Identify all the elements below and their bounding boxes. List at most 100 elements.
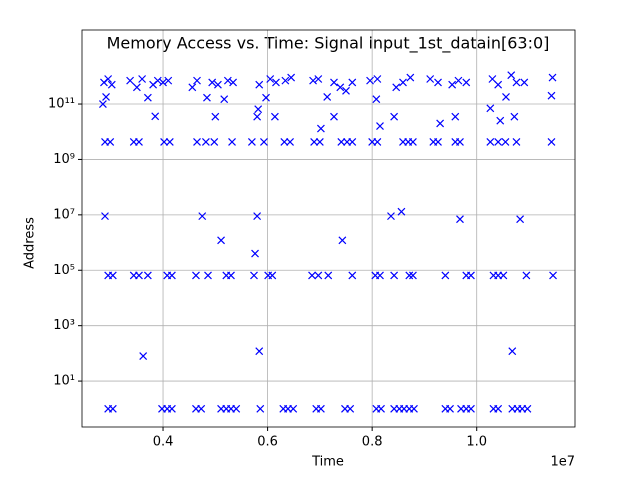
scatter-point	[260, 137, 268, 146]
y-tick-label: 10⁷	[53, 207, 75, 222]
scatter-point	[159, 78, 167, 87]
scatter-point	[512, 137, 521, 146]
scatter-point	[342, 86, 350, 95]
scatter-point	[251, 249, 259, 258]
scatter-point	[203, 93, 211, 102]
scatter-point	[227, 271, 235, 280]
scatter-point	[316, 404, 325, 413]
scatter-point	[255, 347, 264, 356]
scatter-point	[197, 404, 206, 413]
scatter-point	[255, 80, 264, 89]
scatter-point	[547, 137, 556, 146]
scatter-point	[143, 93, 152, 102]
scatter-point	[373, 75, 382, 83]
scatter-point	[256, 404, 265, 413]
scatter-point	[153, 76, 162, 85]
y-tick-label: 10¹¹	[48, 97, 75, 112]
scatter-point	[406, 73, 415, 82]
scatter-point	[232, 404, 241, 413]
scatter-point	[366, 76, 374, 85]
x-tick-label: 1.0	[466, 435, 487, 450]
scatter-point	[204, 271, 212, 280]
scatter-point	[372, 95, 381, 104]
scatter-point	[392, 83, 401, 92]
scatter-point	[254, 105, 263, 114]
scatter-point	[496, 116, 505, 125]
scatter-point	[138, 75, 147, 83]
scatter-point	[160, 137, 169, 146]
scatter-point	[201, 137, 210, 146]
scatter-point	[373, 137, 382, 146]
scatter-point	[409, 137, 417, 146]
scatter-point	[139, 352, 148, 360]
scatter-point	[193, 76, 201, 85]
scatter-point	[434, 78, 442, 87]
scatter-point	[309, 76, 318, 85]
scatter-point	[494, 404, 503, 413]
scatter-point	[143, 271, 152, 280]
scatter-point	[522, 271, 531, 280]
scatter-point	[214, 80, 222, 89]
scatter-point	[323, 93, 332, 101]
scatter-point	[336, 83, 345, 92]
scatter-point	[102, 93, 110, 101]
scatter-point	[508, 347, 517, 356]
scatter-point	[107, 80, 116, 89]
scatter-point	[310, 137, 319, 146]
scatter-point	[167, 404, 176, 413]
scatter-point	[126, 76, 135, 85]
scatter-point	[268, 271, 277, 280]
scatter-point	[167, 271, 176, 280]
scatter-point	[494, 137, 503, 146]
scatter-point	[228, 137, 236, 146]
scatter-point	[98, 100, 107, 108]
scatter-point	[253, 212, 262, 221]
scatter-point	[399, 78, 407, 87]
scatter-point	[104, 75, 113, 83]
scatter-point	[512, 78, 521, 87]
scatter-point	[390, 271, 399, 280]
scatter-point	[220, 95, 229, 104]
scatter-point	[410, 404, 418, 413]
x-tick-label: 0.6	[257, 435, 278, 450]
scatter-point	[501, 137, 510, 146]
scatter-point	[338, 236, 347, 245]
scatter-point	[377, 404, 385, 413]
scatter-point	[451, 112, 460, 121]
x-tick-label: 0.8	[362, 435, 383, 450]
scatter-point	[253, 112, 262, 121]
scatter-point	[198, 212, 207, 221]
scatter-point	[467, 271, 475, 280]
scatter-point	[494, 80, 503, 89]
y-tick-label: 10⁵	[53, 263, 75, 278]
scatter-point	[448, 80, 457, 89]
y-tick-label: 10¹	[53, 374, 75, 389]
scatter-point	[217, 236, 225, 245]
scatter-point	[507, 71, 516, 80]
scatter-point	[324, 271, 333, 280]
scatter-point	[348, 137, 357, 146]
scatter-point	[210, 137, 219, 146]
scatter-point	[436, 119, 445, 128]
scatter-point	[502, 93, 510, 101]
scatter-point	[193, 137, 201, 146]
scatter-point	[397, 207, 406, 216]
x-tick-label: 0.4	[153, 435, 174, 450]
scatter-point	[456, 215, 464, 224]
scatter-point	[165, 137, 174, 146]
scatter-point	[247, 137, 256, 146]
scatter-point	[467, 404, 475, 413]
scatter-point	[376, 271, 384, 280]
scatter-point	[462, 78, 471, 87]
scatter-point	[208, 78, 217, 87]
scatter-point	[315, 137, 324, 146]
scatter-point	[486, 137, 495, 146]
scatter-point	[499, 271, 508, 280]
x-offset-text: 1e7	[550, 455, 575, 470]
scatter-point	[101, 212, 109, 221]
scatter-point	[223, 76, 232, 85]
scatter-point	[330, 78, 338, 87]
scatter-point	[272, 78, 280, 87]
scatter-point	[151, 112, 160, 121]
scatter-point	[188, 83, 197, 92]
